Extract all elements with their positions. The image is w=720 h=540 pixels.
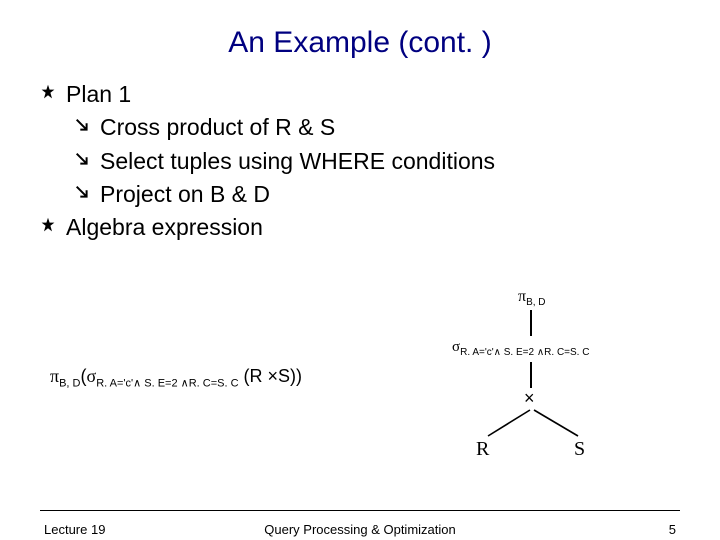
tree-leaf-s: S <box>574 438 585 461</box>
slide-title: An Example (cont. ) <box>0 0 720 78</box>
bullet-text: Project on B & D <box>100 181 270 207</box>
bullet-algexp: Algebra expression <box>40 211 720 244</box>
sigma-symbol: σ <box>87 366 97 386</box>
sigma-symbol: σ <box>452 339 460 355</box>
tree-edges-svg <box>470 408 600 440</box>
times-symbol: × <box>524 388 535 408</box>
pi-symbol: π <box>50 366 59 386</box>
pi-subscript: B, D <box>526 297 545 308</box>
rxs-text: (R ×S)) <box>239 366 303 386</box>
tree-leaf-r: R <box>476 438 489 461</box>
and-symbol: ∧ <box>181 378 189 390</box>
bullet-list: Plan 1 Cross product of R & S Select tup… <box>0 78 720 245</box>
bullet-text: Cross product of R & S <box>100 114 335 140</box>
tree-edge <box>530 310 532 336</box>
and-symbol: ∧ <box>494 347 501 358</box>
tree-root-pi: πB, D <box>518 288 546 308</box>
bullet-text: Select tuples using WHERE conditions <box>100 148 495 174</box>
inline-expression: πB, D(σR. A='c'∧ S. E=2 ∧R. C=S. C (R ×S… <box>50 366 302 390</box>
bullet-step2: Select tuples using WHERE conditions <box>40 145 720 178</box>
star-icon <box>40 217 56 233</box>
condition-1: R. A='c' <box>460 347 494 358</box>
and-symbol: ∧ <box>133 378 141 390</box>
pi-subscript: B, D <box>59 378 80 390</box>
tree-edge <box>530 362 532 388</box>
condition-2: S. E=2 <box>141 378 180 390</box>
tree-sigma-node: σR. A='c'∧ S. E=2 ∧R. C=S. C <box>452 338 589 358</box>
condition-2: S. E=2 <box>501 347 537 358</box>
condition-3: R. C=S. C <box>189 378 239 390</box>
condition-3: R. C=S. C <box>544 347 589 358</box>
footer-title: Query Processing & Optimization <box>0 522 720 537</box>
bullet-step3: Project on B & D <box>40 178 720 211</box>
pi-symbol: π <box>518 288 526 305</box>
footer-divider <box>40 510 680 511</box>
condition-1: R. A='c' <box>96 378 133 390</box>
arrow-down-right-icon <box>74 117 92 135</box>
arrow-down-right-icon <box>74 184 92 202</box>
footer-page-number: 5 <box>669 522 676 537</box>
bullet-text: Algebra expression <box>66 214 263 240</box>
bullet-plan: Plan 1 <box>40 78 720 111</box>
expression-tree: πB, D σR. A='c'∧ S. E=2 ∧R. C=S. C × R S <box>440 288 710 478</box>
tree-cross-node: × <box>524 388 535 409</box>
arrow-down-right-icon <box>74 151 92 169</box>
bullet-text: Plan 1 <box>66 81 131 107</box>
bullet-step1: Cross product of R & S <box>40 111 720 144</box>
star-icon <box>40 84 56 100</box>
